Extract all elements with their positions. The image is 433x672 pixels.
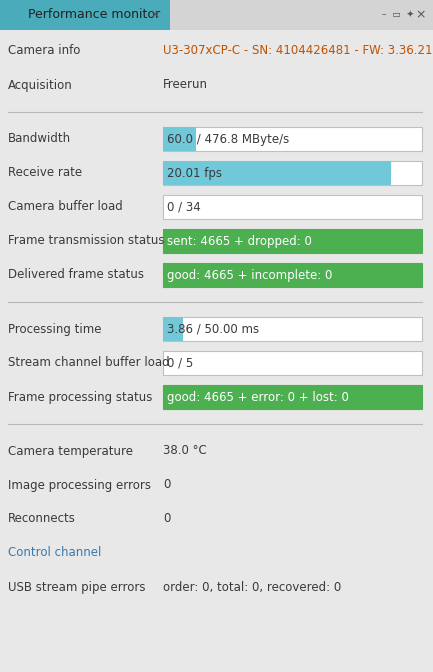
Text: Acquisition: Acquisition	[8, 79, 73, 91]
Text: Image processing errors: Image processing errors	[8, 478, 151, 491]
Text: 38.0 °C: 38.0 °C	[163, 444, 207, 458]
Text: Frame transmission status: Frame transmission status	[8, 235, 165, 247]
Text: 0: 0	[163, 513, 170, 526]
Text: 3.86 / 50.00 ms: 3.86 / 50.00 ms	[167, 323, 259, 335]
Bar	[163, 317, 422, 341]
Bar	[163, 263, 422, 287]
Bar	[163, 385, 422, 409]
Bar	[163, 127, 422, 151]
Text: Processing time: Processing time	[8, 323, 101, 335]
Text: ×: ×	[150, 9, 160, 22]
Text: Camera info: Camera info	[8, 44, 81, 58]
Bar	[163, 127, 196, 151]
Text: Bandwidth: Bandwidth	[8, 132, 71, 146]
Text: Freerun: Freerun	[163, 79, 208, 91]
Text: sent: 4665 + dropped: 0: sent: 4665 + dropped: 0	[167, 235, 312, 247]
Text: Reconnects: Reconnects	[8, 513, 76, 526]
Bar	[163, 385, 422, 409]
Bar	[163, 317, 183, 341]
Text: –  ▭  ✦: – ▭ ✦	[382, 11, 414, 19]
Text: Control channel: Control channel	[8, 546, 101, 560]
Text: 0 / 5: 0 / 5	[167, 357, 193, 370]
Text: good: 4665 + error: 0 + lost: 0: good: 4665 + error: 0 + lost: 0	[167, 390, 349, 403]
Text: U3-307xCP-C - SN: 4104426481 - FW: 3.36.21854: U3-307xCP-C - SN: 4104426481 - FW: 3.36.…	[163, 44, 433, 58]
Bar	[163, 228, 422, 253]
Text: Camera buffer load: Camera buffer load	[8, 200, 123, 214]
Text: good: 4665 + incomplete: 0: good: 4665 + incomplete: 0	[167, 269, 333, 282]
Bar	[163, 351, 422, 375]
Text: USB stream pipe errors: USB stream pipe errors	[8, 581, 145, 593]
Text: Delivered frame status: Delivered frame status	[8, 269, 144, 282]
Text: 60.0 / 476.8 MByte/s: 60.0 / 476.8 MByte/s	[167, 132, 289, 146]
Bar	[163, 195, 422, 219]
Text: Receive rate: Receive rate	[8, 167, 82, 179]
Bar	[170, 0, 433, 30]
Text: 0 / 34: 0 / 34	[167, 200, 201, 214]
Bar	[163, 161, 391, 185]
Text: Stream channel buffer load: Stream channel buffer load	[8, 357, 170, 370]
Bar	[163, 228, 422, 253]
Bar	[0, 0, 433, 30]
Text: 0: 0	[163, 478, 170, 491]
Text: Performance monitor: Performance monitor	[28, 9, 160, 22]
Bar	[163, 263, 422, 287]
Bar	[163, 161, 422, 185]
Bar	[0, 0, 170, 30]
Text: ×: ×	[416, 9, 426, 22]
Text: order: 0, total: 0, recovered: 0: order: 0, total: 0, recovered: 0	[163, 581, 341, 593]
Text: Camera temperature: Camera temperature	[8, 444, 133, 458]
Text: 20.01 fps: 20.01 fps	[167, 167, 222, 179]
Text: Frame processing status: Frame processing status	[8, 390, 152, 403]
